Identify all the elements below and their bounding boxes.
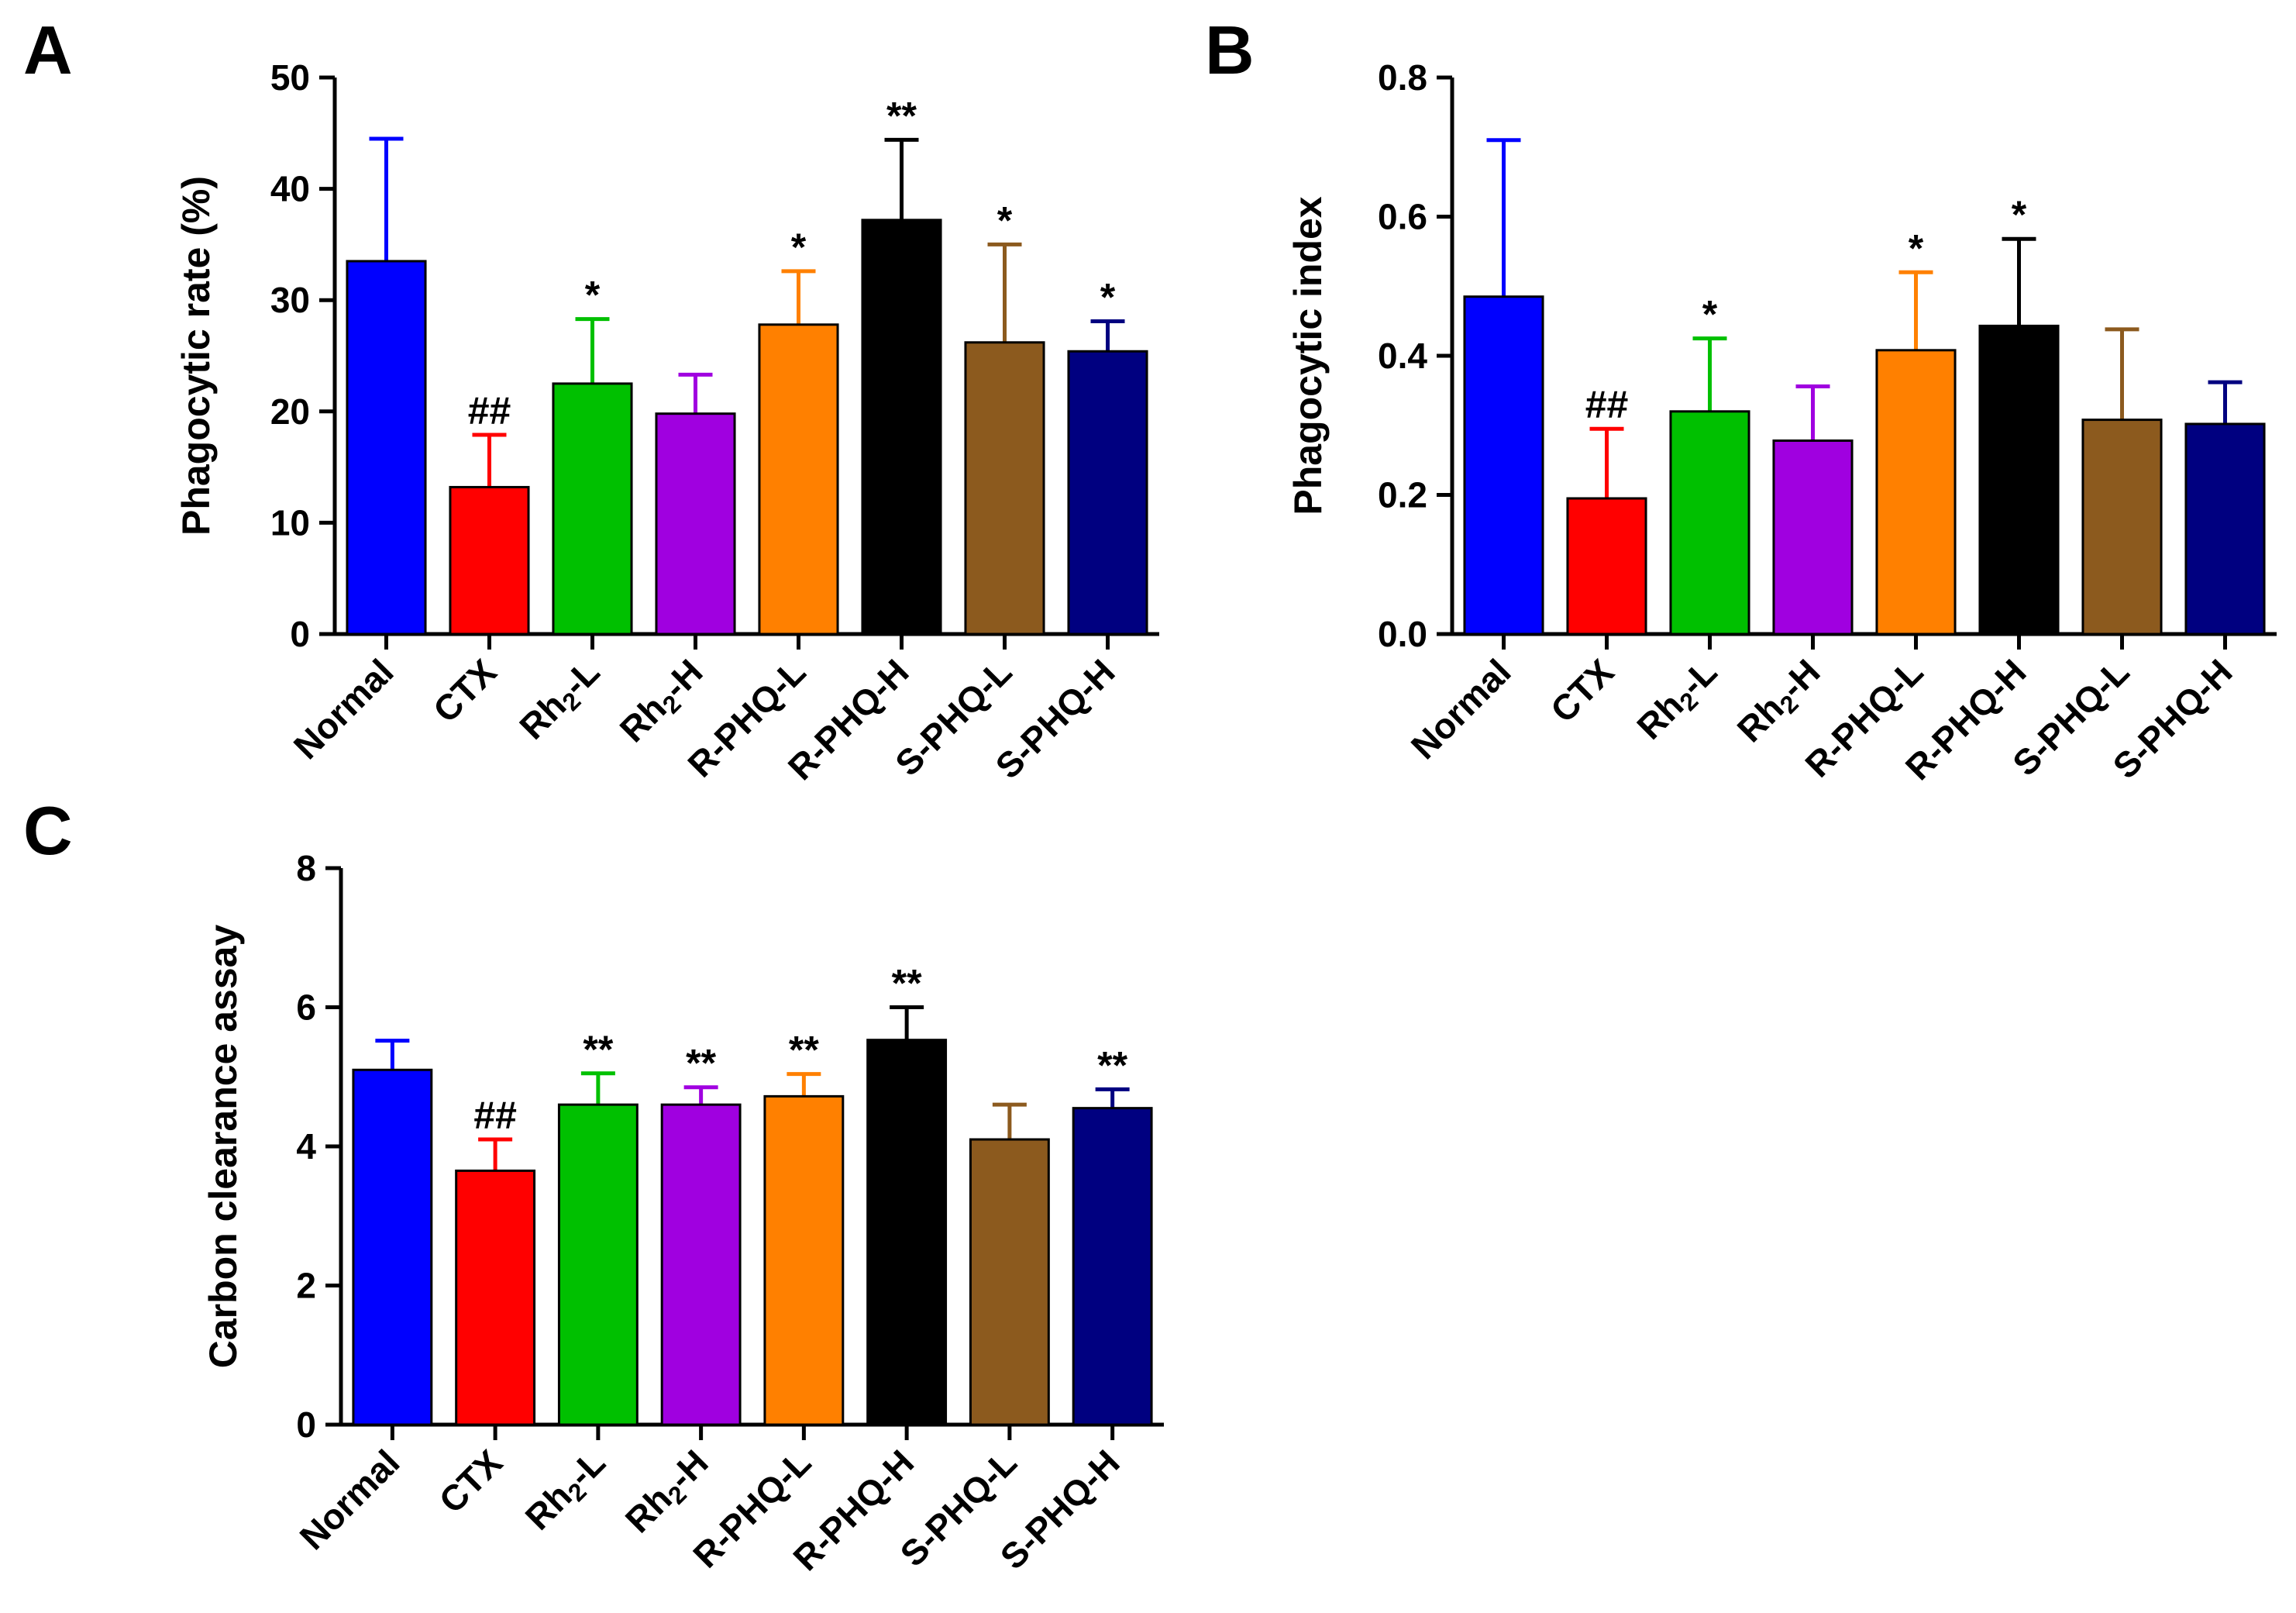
bar-normal xyxy=(1463,295,1544,636)
y-tick-label: 2 xyxy=(296,1266,316,1306)
bar-s-phq-h xyxy=(1072,1107,1153,1426)
y-tick-label: 0.2 xyxy=(1378,475,1427,515)
bar-r-phq-h xyxy=(1978,324,2060,636)
bar-rh2-l xyxy=(1669,410,1750,636)
significance-mark: ## xyxy=(473,1094,517,1137)
category-label: CTX xyxy=(1543,651,1622,730)
y-axis-label: Phagocytic index xyxy=(1286,196,1330,515)
bar-r-phq-h xyxy=(861,219,942,636)
bar-r-phq-l xyxy=(758,323,839,636)
significance-mark: * xyxy=(1702,293,1718,336)
category-label: Rh2-L xyxy=(1629,651,1727,750)
bar-s-phq-l xyxy=(964,341,1045,636)
significance-mark: * xyxy=(585,274,601,317)
y-tick-label: 10 xyxy=(270,502,310,543)
y-tick-label: 0.8 xyxy=(1378,57,1427,98)
bar-rh2-h xyxy=(1772,439,1854,636)
bar-s-phq-h xyxy=(2184,422,2266,636)
significance-mark: ## xyxy=(468,389,511,433)
bar-ctx xyxy=(455,1169,536,1426)
y-tick-label: 40 xyxy=(270,169,310,209)
bar-r-phq-h xyxy=(866,1039,948,1426)
y-tick-label: 8 xyxy=(296,848,316,888)
bar-rh2-h xyxy=(660,1103,742,1426)
bar-normal xyxy=(352,1068,433,1426)
panel-letter: A xyxy=(23,12,73,88)
bar-ctx xyxy=(449,485,530,636)
category-label: Normal xyxy=(286,651,401,767)
bar-s-phq-l xyxy=(969,1138,1050,1426)
bar-normal xyxy=(346,260,427,636)
significance-mark: * xyxy=(997,198,1013,242)
bar-rh2-h xyxy=(655,412,736,636)
bar-ctx xyxy=(1566,497,1647,636)
chart-panel-a: A 0 10 20 30 40 50 Phagocytic rate (%) Normal ## C… xyxy=(23,12,1159,788)
y-tick-label: 0.4 xyxy=(1378,336,1427,376)
y-tick-label: 4 xyxy=(296,1126,316,1167)
y-tick-label: 0 xyxy=(296,1404,316,1445)
panel-letter: C xyxy=(23,792,73,869)
significance-mark: ** xyxy=(1097,1043,1127,1087)
category-label: CTX xyxy=(431,1442,510,1521)
chart-panel-b: B 0.0 0.2 0.4 0.6 0.8 Phagocytic index Normal ##… xyxy=(1205,12,2277,788)
y-tick-label: 0.0 xyxy=(1378,614,1427,654)
y-tick-label: 0.6 xyxy=(1378,197,1427,237)
category-label: Rh2-L xyxy=(511,651,610,750)
bar-r-phq-l xyxy=(763,1094,845,1426)
y-axis-label: Phagocytic rate (%) xyxy=(174,176,218,536)
significance-mark: * xyxy=(1909,226,1924,270)
y-tick-label: 50 xyxy=(270,57,310,98)
significance-mark: ** xyxy=(886,94,917,137)
significance-mark: ** xyxy=(686,1042,716,1085)
panel-letter: B xyxy=(1205,12,1255,88)
significance-mark: * xyxy=(1100,275,1116,319)
category-label: CTX xyxy=(425,651,504,730)
significance-mark: ** xyxy=(789,1029,819,1072)
y-tick-label: 0 xyxy=(290,614,310,654)
significance-mark: ** xyxy=(583,1028,613,1071)
chart-panel-c: C 0 2 4 6 8 Carbon clearance assay Normal ## CTX *… xyxy=(23,792,1164,1578)
bar-r-phq-l xyxy=(1875,349,1957,636)
y-axis-label: Carbon clearance assay xyxy=(201,925,245,1369)
y-tick-label: 20 xyxy=(270,391,310,432)
bar-s-phq-l xyxy=(2081,419,2163,636)
category-label: Normal xyxy=(292,1442,408,1557)
y-tick-label: 30 xyxy=(270,280,310,320)
category-label: Normal xyxy=(1403,651,1519,767)
category-label: Rh2-L xyxy=(518,1442,616,1540)
bar-s-phq-h xyxy=(1067,350,1148,636)
bar-rh2-l xyxy=(552,382,633,636)
significance-mark: * xyxy=(2012,193,2027,236)
significance-mark: ** xyxy=(892,962,922,1005)
significance-mark: ## xyxy=(1585,383,1629,426)
bar-rh2-l xyxy=(557,1103,639,1426)
significance-mark: * xyxy=(791,226,807,269)
y-tick-label: 6 xyxy=(296,987,316,1028)
